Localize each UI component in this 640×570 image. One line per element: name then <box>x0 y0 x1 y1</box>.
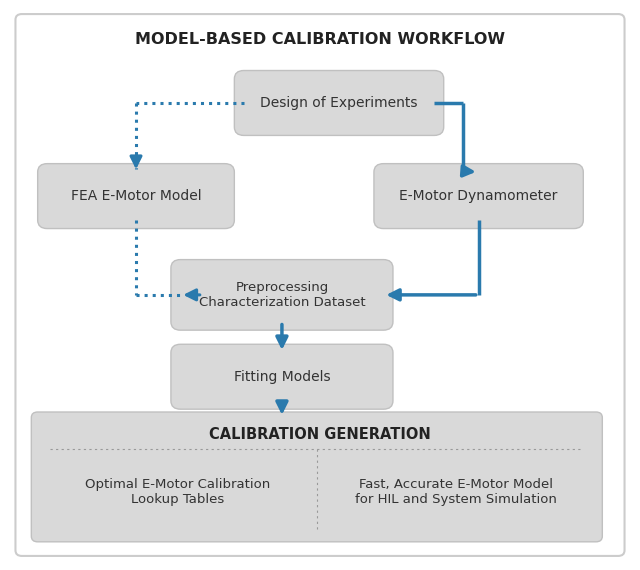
FancyBboxPatch shape <box>31 412 602 542</box>
Text: E-Motor Dynamometer: E-Motor Dynamometer <box>399 189 558 203</box>
FancyBboxPatch shape <box>374 164 583 229</box>
Text: Fast, Accurate E-Motor Model
for HIL and System Simulation: Fast, Accurate E-Motor Model for HIL and… <box>355 478 557 506</box>
Text: Fitting Models: Fitting Models <box>234 370 330 384</box>
FancyBboxPatch shape <box>171 344 393 409</box>
FancyBboxPatch shape <box>38 164 234 229</box>
Text: CALIBRATION GENERATION: CALIBRATION GENERATION <box>209 427 431 442</box>
Text: Preprocessing
Characterization Dataset: Preprocessing Characterization Dataset <box>198 281 365 309</box>
FancyBboxPatch shape <box>15 14 625 556</box>
Text: Design of Experiments: Design of Experiments <box>260 96 418 110</box>
FancyBboxPatch shape <box>234 71 444 136</box>
Text: FEA E-Motor Model: FEA E-Motor Model <box>70 189 202 203</box>
FancyBboxPatch shape <box>171 259 393 330</box>
Text: MODEL-BASED CALIBRATION WORKFLOW: MODEL-BASED CALIBRATION WORKFLOW <box>135 32 505 47</box>
Text: Optimal E-Motor Calibration
Lookup Tables: Optimal E-Motor Calibration Lookup Table… <box>84 478 270 506</box>
